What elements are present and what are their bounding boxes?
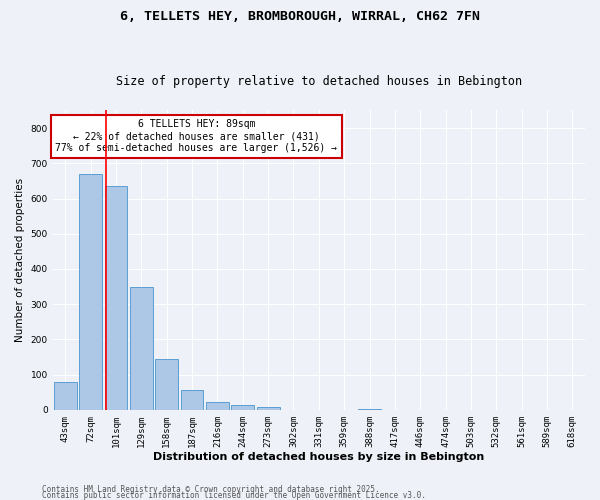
Bar [232, 404, 254, 410]
Text: 6 TELLETS HEY: 89sqm
← 22% of detached houses are smaller (431)
77% of semi-deta: 6 TELLETS HEY: 89sqm ← 22% of detached h… [55, 120, 337, 152]
Text: Contains HM Land Registry data © Crown copyright and database right 2025.: Contains HM Land Registry data © Crown c… [42, 484, 380, 494]
Bar [104, 186, 127, 410]
Y-axis label: Number of detached properties: Number of detached properties [15, 178, 25, 342]
Bar [206, 402, 229, 410]
Bar [79, 174, 102, 410]
Bar [130, 286, 153, 410]
Text: Contains public sector information licensed under the Open Government Licence v3: Contains public sector information licen… [42, 490, 426, 500]
Bar [358, 409, 381, 410]
Text: 6, TELLETS HEY, BROMBOROUGH, WIRRAL, CH62 7FN: 6, TELLETS HEY, BROMBOROUGH, WIRRAL, CH6… [120, 10, 480, 23]
X-axis label: Distribution of detached houses by size in Bebington: Distribution of detached houses by size … [153, 452, 484, 462]
Bar [54, 382, 77, 410]
Bar [257, 407, 280, 410]
Title: Size of property relative to detached houses in Bebington: Size of property relative to detached ho… [116, 76, 522, 88]
Bar [181, 390, 203, 410]
Bar [155, 359, 178, 410]
